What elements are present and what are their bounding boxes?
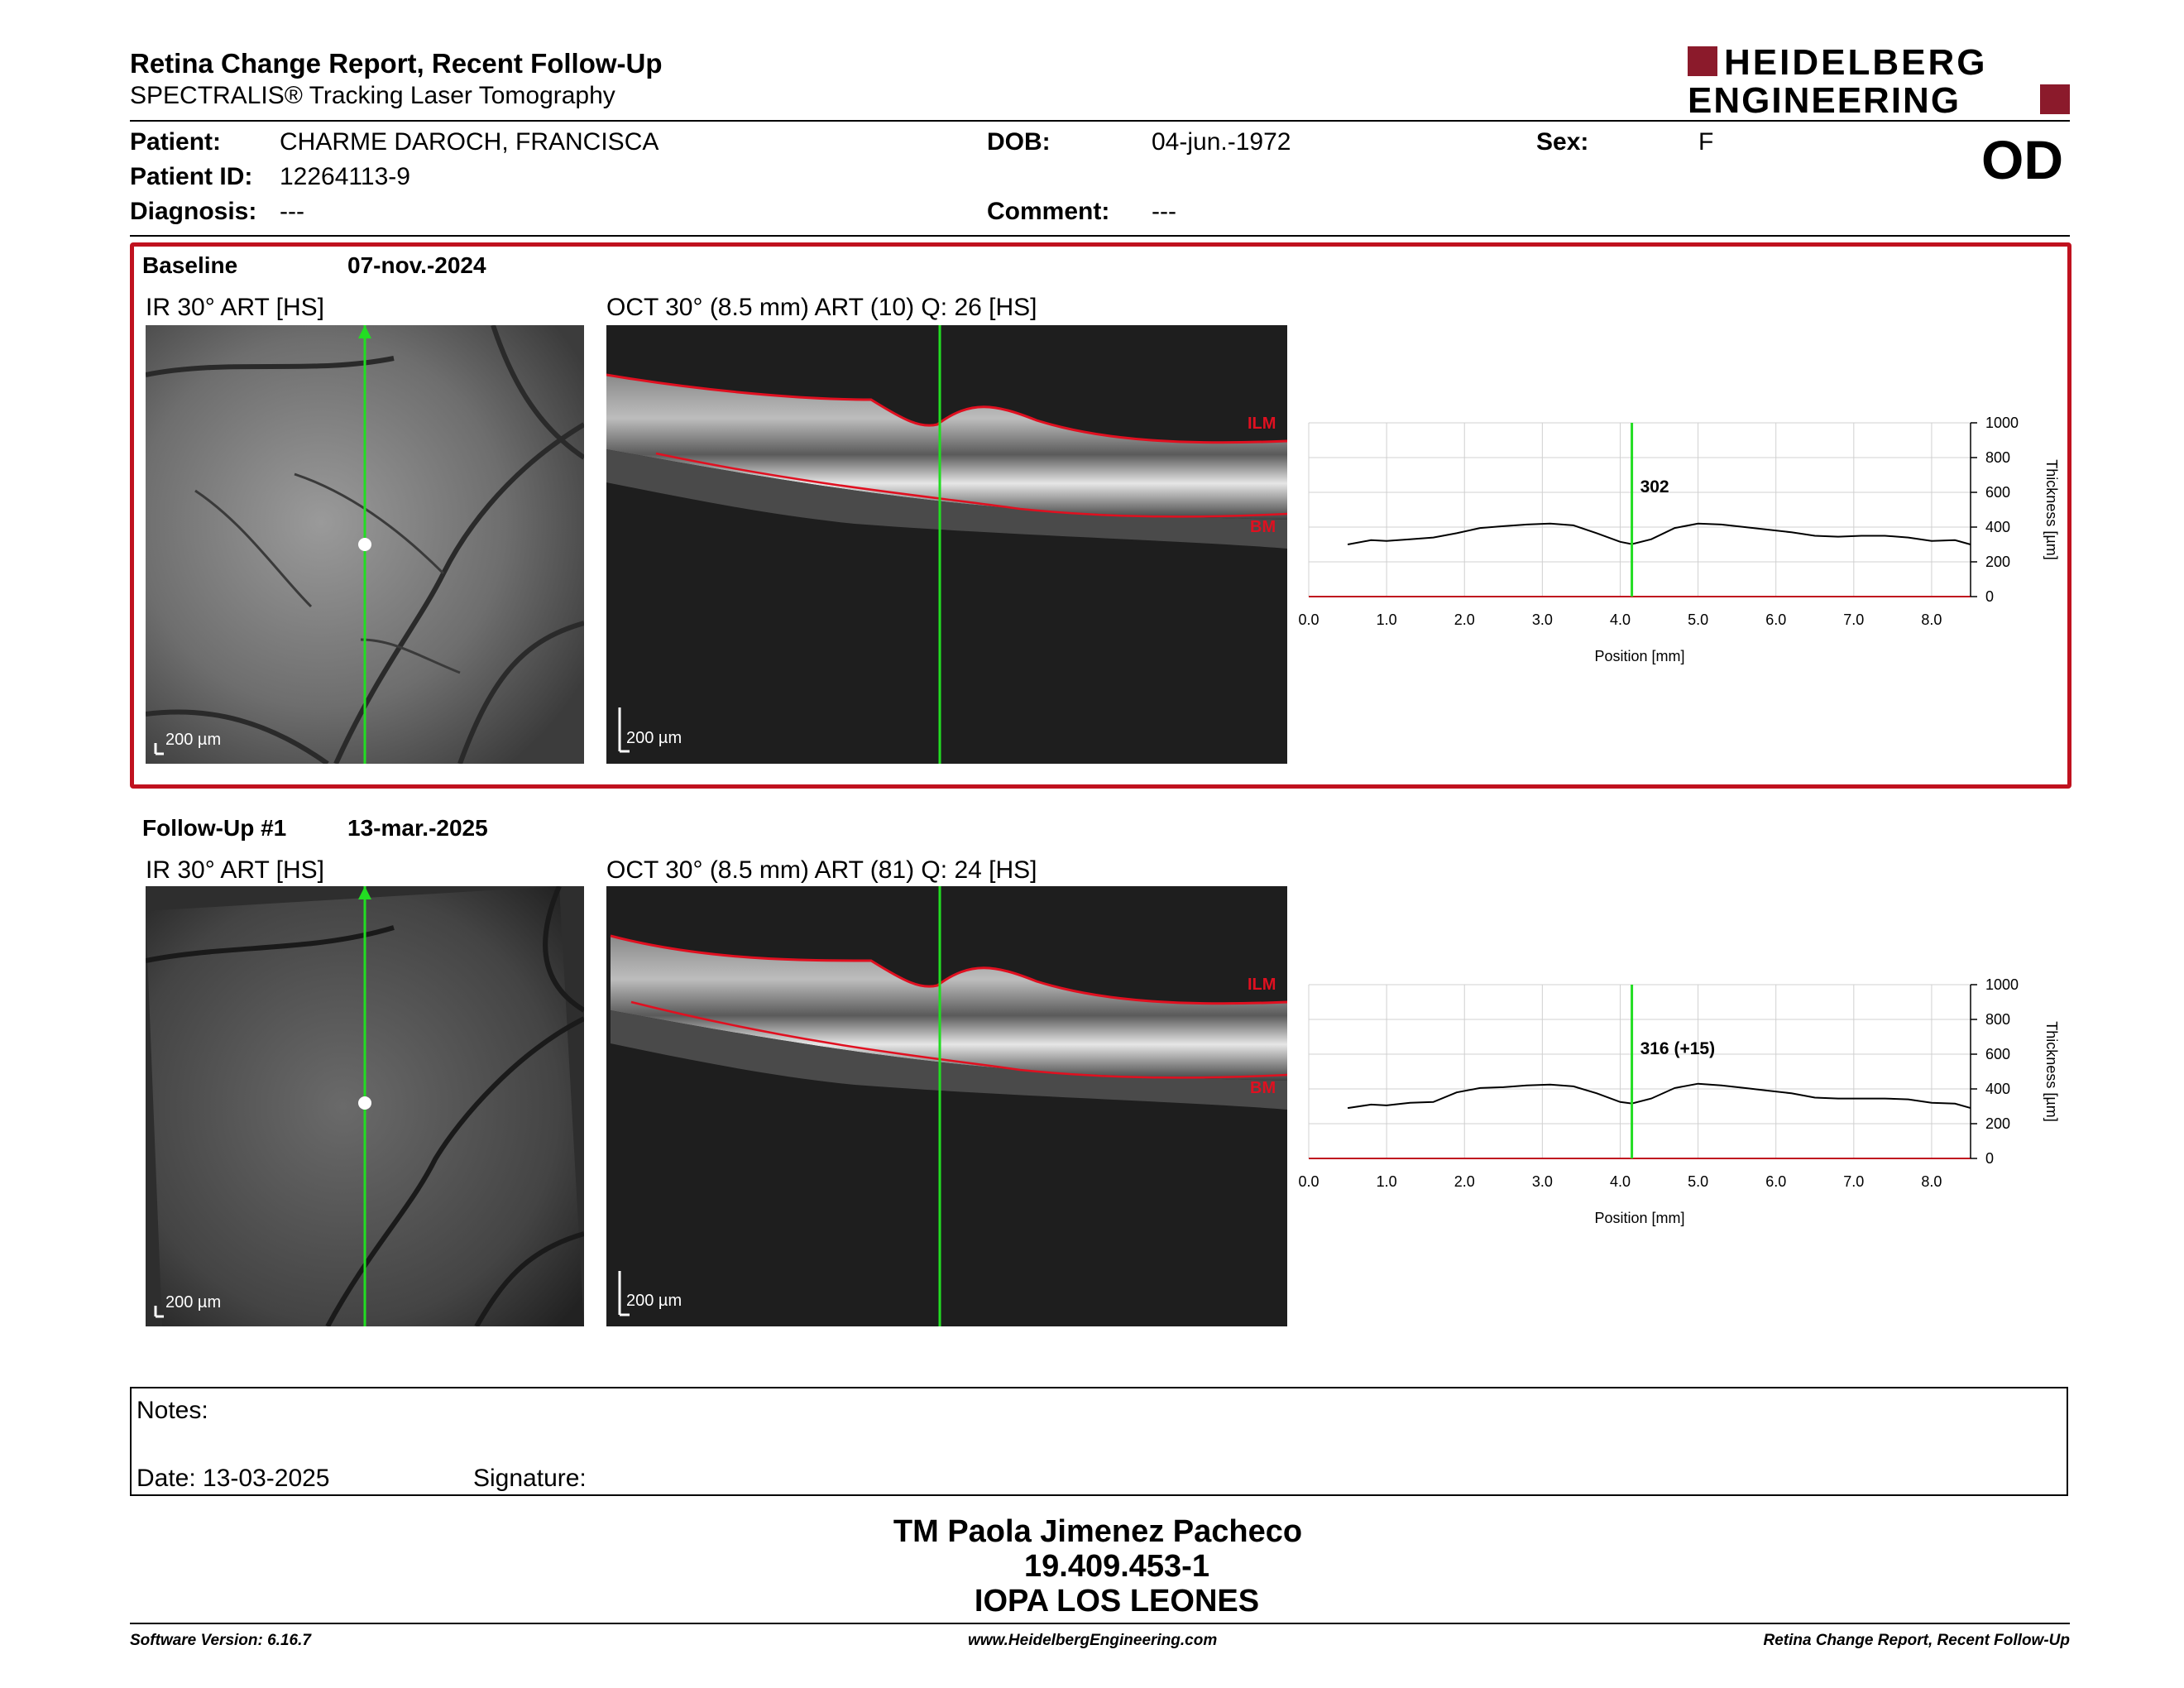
x-tick-label: 1.0	[1377, 1173, 1397, 1190]
x-tick-label: 4.0	[1610, 611, 1631, 628]
eye-indicator: OD	[1981, 129, 2063, 190]
y-tick-label: 1000	[1985, 976, 2019, 993]
report-subtitle: SPECTRALIS® Tracking Laser Tomography	[130, 82, 615, 109]
x-tick-label: 6.0	[1765, 1173, 1786, 1190]
report-title: Retina Change Report, Recent Follow-Up	[130, 48, 663, 79]
baseline-oct-caption: OCT 30° (8.5 mm) ART (10) Q: 26 [HS]	[606, 294, 1037, 321]
followup-ir-caption: IR 30° ART [HS]	[146, 856, 324, 884]
notes-box: Notes: Date: 13-03-2025 Signature:	[130, 1387, 2068, 1496]
dob-value: 04-jun.-1972	[1152, 128, 1291, 156]
x-axis-label: Position [mm]	[1594, 1210, 1684, 1226]
x-tick-label: 8.0	[1921, 611, 1942, 628]
y-tick-label: 600	[1985, 484, 2010, 501]
marker-value-label: 316 (+15)	[1640, 1039, 1715, 1058]
followup-label: Follow-Up #1	[142, 815, 287, 841]
x-tick-label: 0.0	[1299, 1173, 1320, 1190]
baseline-ir-image: 200 µm	[146, 325, 584, 764]
marker-value-label: 302	[1640, 477, 1669, 496]
x-tick-label: 6.0	[1765, 611, 1786, 628]
comment-value: ---	[1152, 198, 1176, 225]
footer-software: Software Version: 6.16.7	[130, 1632, 311, 1649]
baseline-ir-caption: IR 30° ART [HS]	[146, 294, 324, 321]
followup-ir-image: 200 µm	[146, 886, 584, 1326]
baseline-date: 07-nov.-2024	[347, 252, 486, 278]
x-tick-label: 1.0	[1377, 611, 1397, 628]
notes-date: Date: 13-03-2025	[136, 1465, 330, 1492]
sex-label: Sex:	[1536, 128, 1589, 156]
logo-line1: HEIDELBERG	[1724, 43, 1987, 83]
x-tick-label: 3.0	[1532, 611, 1553, 628]
y-tick-label: 800	[1985, 1011, 2010, 1028]
logo-line2: ENGINEERING	[1688, 80, 1961, 117]
y-tick-label: 200	[1985, 1115, 2010, 1132]
thickness-series-line	[1347, 522, 1971, 545]
comment-label: Comment:	[987, 198, 1110, 225]
baseline-ir-scale: 200 µm	[165, 731, 222, 749]
followup-oct-scale: 200 µm	[626, 1292, 682, 1310]
signatory-id: 19.409.453-1	[1024, 1549, 1209, 1584]
x-tick-label: 7.0	[1843, 1173, 1864, 1190]
followup-bm-label: BM	[1250, 1079, 1276, 1097]
diagnosis-value: ---	[280, 198, 304, 225]
followup-date: 13-mar.-2025	[347, 815, 488, 841]
followup-oct-caption: OCT 30° (8.5 mm) ART (81) Q: 24 [HS]	[606, 856, 1037, 884]
followup-oct-image: ILM BM 200 µm	[606, 886, 1287, 1326]
sex-value: F	[1698, 128, 1714, 156]
followup-ilm-label: ILM	[1248, 976, 1276, 994]
y-tick-label: 0	[1985, 1150, 1994, 1167]
followup-ir-scale: 200 µm	[165, 1293, 222, 1312]
y-axis-label: Thickness [µm]	[2043, 459, 2060, 559]
x-tick-label: 8.0	[1921, 1173, 1942, 1190]
baseline-panel	[130, 242, 2071, 789]
y-tick-label: 400	[1985, 519, 2010, 535]
notes-label: Notes:	[136, 1397, 208, 1424]
y-tick-label: 0	[1985, 588, 1994, 605]
baseline-oct-scale: 200 µm	[626, 729, 682, 747]
x-tick-label: 3.0	[1532, 1173, 1553, 1190]
y-tick-label: 600	[1985, 1046, 2010, 1062]
baseline-ilm-label: ILM	[1248, 415, 1276, 433]
baseline-bm-label: BM	[1250, 518, 1276, 536]
patient-label: Patient:	[130, 128, 222, 156]
baseline-oct-image: ILM BM 200 µm	[606, 325, 1287, 764]
x-tick-label: 4.0	[1610, 1173, 1631, 1190]
y-tick-label: 200	[1985, 554, 2010, 570]
x-axis-label: Position [mm]	[1594, 648, 1684, 664]
thickness-series-line	[1347, 1082, 1971, 1110]
footer-report: Retina Change Report, Recent Follow-Up	[1763, 1632, 2070, 1649]
patient-id-label: Patient ID:	[130, 163, 253, 190]
x-tick-label: 2.0	[1454, 1173, 1475, 1190]
y-tick-label: 1000	[1985, 415, 2019, 431]
x-tick-label: 5.0	[1688, 611, 1708, 628]
patient-name: CHARME DAROCH, FRANCISCA	[280, 128, 659, 156]
x-tick-label: 0.0	[1299, 611, 1320, 628]
signature-label: Signature:	[473, 1465, 587, 1492]
x-tick-label: 2.0	[1454, 611, 1475, 628]
diagnosis-label: Diagnosis:	[130, 198, 257, 225]
footer-website[interactable]: www.HeidelbergEngineering.com	[968, 1632, 1218, 1649]
signatory-place: IOPA LOS LEONES	[974, 1584, 1260, 1618]
baseline-label: Baseline	[142, 252, 238, 278]
dob-label: DOB:	[987, 128, 1051, 156]
y-tick-label: 800	[1985, 449, 2010, 466]
followup-thickness-chart: 0.0 1.0 2.0 3.0 4.0 5.0 6.0 7.0 8.0 0 200 400 600 800…	[1299, 976, 2060, 1226]
y-tick-label: 400	[1985, 1081, 2010, 1097]
x-tick-label: 5.0	[1688, 1173, 1708, 1190]
baseline-thickness-chart: 0.0 1.0 2.0 3.0 4.0 5.0 6.0 7.0 8.0 0 200 400 600 800…	[1299, 415, 2060, 664]
y-axis-label: Thickness [µm]	[2043, 1021, 2060, 1121]
patient-id-value: 12264113-9	[280, 163, 410, 190]
x-tick-label: 7.0	[1843, 611, 1864, 628]
signatory-name: TM Paola Jimenez Pacheco	[893, 1514, 1303, 1549]
heidelberg-logo: HEIDELBERG ENGINEERING	[1688, 43, 2070, 117]
